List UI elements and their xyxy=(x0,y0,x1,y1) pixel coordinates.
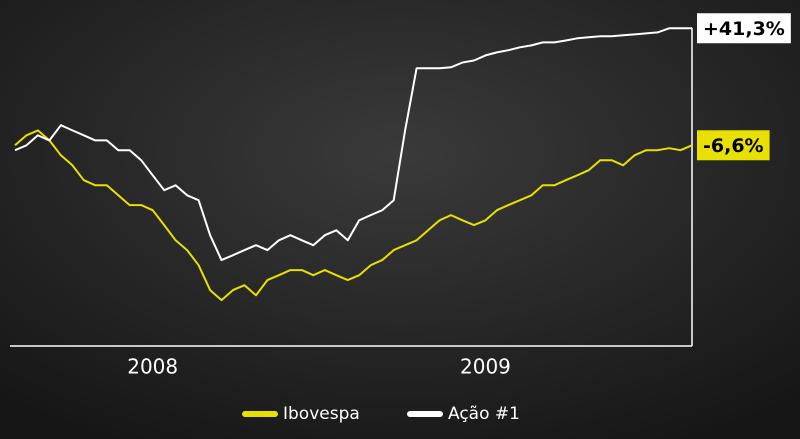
line xyxy=(14,27,692,262)
legend-label: Ibovespa xyxy=(283,404,360,424)
value-label-box xyxy=(697,13,791,44)
x-tick-label: 2008 xyxy=(127,355,178,379)
x-tick-label: 2009 xyxy=(460,355,511,379)
legend-label: Ação #1 xyxy=(448,404,520,424)
value-label-box xyxy=(697,130,770,161)
value-label: -6,6% xyxy=(703,135,764,157)
line xyxy=(14,129,693,302)
value-label: +41,3% xyxy=(703,18,785,40)
